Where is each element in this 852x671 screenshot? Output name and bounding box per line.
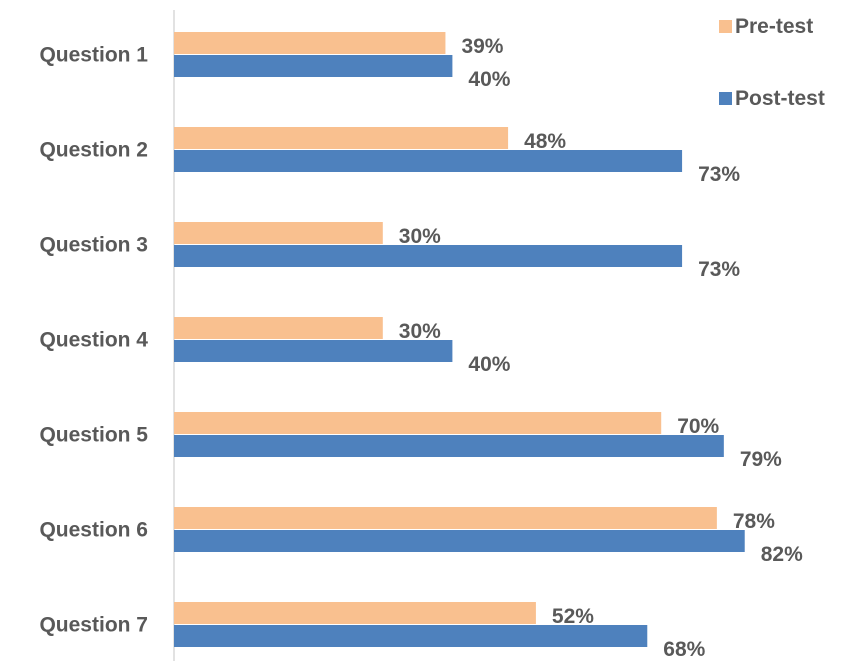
pre-test-value-label: 48% xyxy=(524,130,566,153)
category-label: Question 7 xyxy=(39,614,148,637)
legend: Pre-test Post-test xyxy=(719,15,825,110)
pre-test-bar xyxy=(174,32,446,54)
pre-test-bar xyxy=(174,412,662,434)
post-test-bar xyxy=(174,530,745,552)
category-label: Question 4 xyxy=(39,329,148,352)
post-test-value-label: 82% xyxy=(761,543,803,566)
pre-test-bar xyxy=(174,127,509,149)
post-test-bar xyxy=(174,625,648,647)
post-test-value-label: 40% xyxy=(468,68,510,91)
post-test-bar xyxy=(174,245,683,267)
pre-test-bar xyxy=(174,222,383,244)
category-label: Question 2 xyxy=(39,139,148,162)
post-test-legend-label: Post-test xyxy=(735,87,825,110)
post-test-value-label: 68% xyxy=(663,638,705,661)
post-test-value-label: 40% xyxy=(468,353,510,376)
pre-test-value-label: 39% xyxy=(461,35,503,58)
post-test-bar xyxy=(174,55,453,77)
post-test-value-label: 79% xyxy=(740,448,782,471)
category-label: Question 3 xyxy=(39,234,148,257)
category-label: Question 6 xyxy=(39,519,148,542)
pre-test-value-label: 30% xyxy=(399,225,441,248)
pre-test-value-label: 30% xyxy=(399,320,441,343)
post-test-bar xyxy=(174,340,453,362)
pre-test-value-label: 52% xyxy=(552,605,594,628)
post-test-bar xyxy=(174,435,724,457)
pre-test-value-label: 70% xyxy=(677,415,719,438)
pre-test-bar xyxy=(174,317,383,339)
pre-test-legend-label: Pre-test xyxy=(735,15,813,38)
post-test-value-label: 73% xyxy=(698,258,740,281)
post-test-bar xyxy=(174,150,683,172)
pre-test-legend-swatch xyxy=(719,20,732,33)
bars: Question 1 39% 40% Question 2 48% 73% Question… xyxy=(39,32,803,661)
post-test-value-label: 73% xyxy=(698,163,740,186)
post-test-legend-swatch xyxy=(719,92,732,105)
pre-test-value-label: 78% xyxy=(733,510,775,533)
category-label: Question 5 xyxy=(39,424,148,447)
pre-test-bar xyxy=(174,602,536,624)
pre-test-bar xyxy=(174,507,717,529)
category-label: Question 1 xyxy=(39,44,148,67)
